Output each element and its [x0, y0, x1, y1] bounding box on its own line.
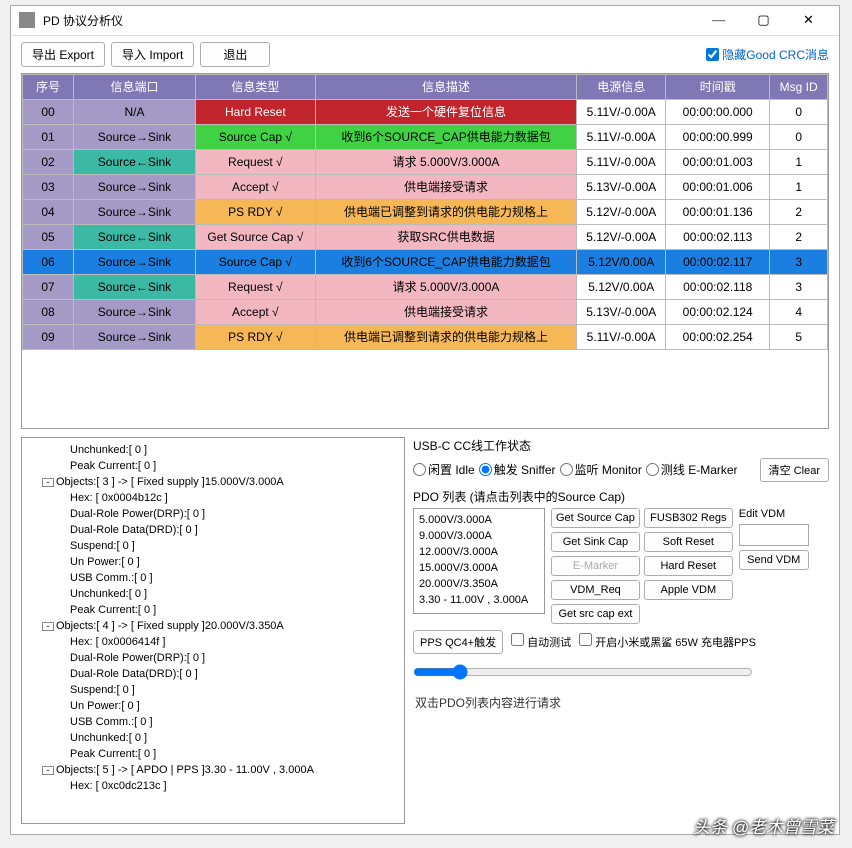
tree-node[interactable]: USB Comm.:[ 0 ]: [28, 714, 398, 730]
detail-tree[interactable]: Unchunked:[ 0 ]Peak Current:[ 0 ]-Object…: [21, 437, 405, 824]
tree-node[interactable]: -Objects:[ 3 ] -> [ Fixed supply ]15.000…: [28, 474, 398, 490]
minimize-button[interactable]: —: [696, 6, 741, 34]
edit-vdm-group: Edit VDM Send VDM: [739, 508, 809, 570]
table-row[interactable]: 08Source→SinkAccept √供电端接受请求5.13V/-0.00A…: [23, 299, 828, 324]
tree-node[interactable]: Unchunked:[ 0 ]: [28, 730, 398, 746]
tree-node[interactable]: Unchunked:[ 0 ]: [28, 586, 398, 602]
table-row[interactable]: 01Source→SinkSource Cap √收到6个SOURCE_CAP供…: [23, 124, 828, 149]
pps-slider-row: [413, 660, 829, 684]
pdo-action-button[interactable]: Apple VDM: [644, 580, 733, 600]
pdo-action-button[interactable]: Get src cap ext: [551, 604, 640, 624]
cc-radio-option[interactable]: 触发 Sniffer: [479, 461, 556, 478]
table-row[interactable]: 02Source←SinkRequest √请求 5.000V/3.000A5.…: [23, 149, 828, 174]
pdo-action-button[interactable]: Get Sink Cap: [551, 532, 640, 552]
tree-node[interactable]: Unchunked:[ 0 ]: [28, 442, 398, 458]
pps-trigger-button[interactable]: PPS QC4+触发: [413, 630, 503, 654]
vdm-input[interactable]: [739, 524, 809, 546]
tree-node[interactable]: Peak Current:[ 0 ]: [28, 746, 398, 762]
pdo-action-button[interactable]: VDM_Req: [551, 580, 640, 600]
tree-node[interactable]: Hex: [ 0x0006414f ]: [28, 634, 398, 650]
auto-test-checkbox[interactable]: 自动测试: [511, 633, 571, 650]
app-icon: [19, 12, 35, 28]
table-header[interactable]: 序号: [23, 74, 74, 99]
table-row[interactable]: 07Source←SinkRequest √请求 5.000V/3.000A5.…: [23, 274, 828, 299]
tree-node[interactable]: Hex: [ 0x0004b12c ]: [28, 490, 398, 506]
pps-slider[interactable]: [413, 664, 753, 680]
close-button[interactable]: ✕: [786, 6, 831, 34]
table-row[interactable]: 06Source→SinkSource Cap √收到6个SOURCE_CAP供…: [23, 249, 828, 274]
table-header[interactable]: 信息描述: [315, 74, 577, 99]
tree-node[interactable]: Peak Current:[ 0 ]: [28, 602, 398, 618]
maximize-button[interactable]: ▢: [741, 6, 786, 34]
table-row[interactable]: 05Source←SinkGet Source Cap √获取SRC供电数据5.…: [23, 224, 828, 249]
table-header[interactable]: Msg ID: [770, 74, 828, 99]
cc-radio-option[interactable]: 测线 E-Marker: [646, 461, 738, 478]
hint-text: 双击PDO列表内容进行请求: [413, 690, 829, 715]
pdo-item[interactable]: 3.30 - 11.00V , 3.000A: [419, 592, 539, 608]
send-vdm-button[interactable]: Send VDM: [739, 550, 809, 570]
watermark: 头条 @老木曾雪菜: [693, 813, 834, 838]
table-header[interactable]: 信息类型: [195, 74, 315, 99]
pdo-item[interactable]: 15.000V/3.000A: [419, 560, 539, 576]
pdo-action-button[interactable]: E-Marker: [551, 556, 640, 576]
exit-button[interactable]: 退出: [200, 42, 270, 67]
tree-node[interactable]: Suspend:[ 0 ]: [28, 682, 398, 698]
app-window: PD 协议分析仪 — ▢ ✕ 导出 Export 导入 Import 退出 隐藏…: [10, 5, 840, 835]
table-row[interactable]: 09Source→SinkPS RDY √供电端已调整到请求的供电能力规格上5.…: [23, 324, 828, 349]
pdo-item[interactable]: 12.000V/3.000A: [419, 544, 539, 560]
table-header[interactable]: 时间戳: [666, 74, 770, 99]
message-table: 序号信息端口信息类型信息描述电源信息时间戳Msg ID00N/AHard Res…: [21, 73, 829, 429]
table-row[interactable]: 04Source→SinkPS RDY √供电端已调整到请求的供电能力规格上5.…: [23, 199, 828, 224]
tree-node[interactable]: Dual-Role Power(DRP):[ 0 ]: [28, 650, 398, 666]
pdo-action-button[interactable]: Hard Reset: [644, 556, 733, 576]
hide-crc-checkbox[interactable]: 隐藏Good CRC消息: [706, 46, 829, 63]
xiaomi-pps-checkbox[interactable]: 开启小米或黑鲨 65W 充电器PPS: [579, 633, 756, 650]
clear-button[interactable]: 清空 Clear: [760, 458, 829, 482]
tree-node[interactable]: Dual-Role Data(DRD):[ 0 ]: [28, 522, 398, 538]
tree-node[interactable]: Un Power:[ 0 ]: [28, 698, 398, 714]
right-panel: USB-C CC线工作状态 闲置 Idle 触发 Sniffer 监听 Moni…: [413, 437, 829, 824]
lower-panel: Unchunked:[ 0 ]Peak Current:[ 0 ]-Object…: [11, 429, 839, 834]
pdo-item[interactable]: 5.000V/3.000A: [419, 512, 539, 528]
pdo-action-button[interactable]: Soft Reset: [644, 532, 733, 552]
tree-node[interactable]: Dual-Role Power(DRP):[ 0 ]: [28, 506, 398, 522]
pdo-item[interactable]: 9.000V/3.000A: [419, 528, 539, 544]
pdo-action-button[interactable]: Get Source Cap: [551, 508, 640, 528]
tree-node[interactable]: Hex: [ 0xc0dc213c ]: [28, 778, 398, 794]
import-button[interactable]: 导入 Import: [111, 42, 194, 67]
tree-node[interactable]: -Objects:[ 4 ] -> [ Fixed supply ]20.000…: [28, 618, 398, 634]
pdo-item[interactable]: 20.000V/3.350A: [419, 576, 539, 592]
tree-node[interactable]: Suspend:[ 0 ]: [28, 538, 398, 554]
pdo-action-button[interactable]: FUSB302 Regs: [644, 508, 733, 528]
export-button[interactable]: 导出 Export: [21, 42, 105, 67]
pps-row: PPS QC4+触发 自动测试 开启小米或黑鲨 65W 充电器PPS: [413, 630, 829, 654]
pdo-button-grid: Get Source CapFUSB302 RegsGet Sink CapSo…: [551, 508, 733, 624]
pdo-group: PDO 列表 (请点击列表中的Source Cap) 5.000V/3.000A…: [413, 488, 829, 624]
window-title: PD 协议分析仪: [43, 12, 696, 29]
hide-crc-input[interactable]: [706, 48, 719, 61]
tree-node[interactable]: Dual-Role Data(DRD):[ 0 ]: [28, 666, 398, 682]
toolbar: 导出 Export 导入 Import 退出 隐藏Good CRC消息: [11, 36, 839, 73]
pdo-listbox[interactable]: 5.000V/3.000A9.000V/3.000A12.000V/3.000A…: [413, 508, 545, 614]
tree-node[interactable]: USB Comm.:[ 0 ]: [28, 570, 398, 586]
tree-node[interactable]: Peak Current:[ 0 ]: [28, 458, 398, 474]
cc-radio-option[interactable]: 监听 Monitor: [560, 461, 642, 478]
table-row[interactable]: 03Source→SinkAccept √供电端接受请求5.13V/-0.00A…: [23, 174, 828, 199]
tree-node[interactable]: Un Power:[ 0 ]: [28, 554, 398, 570]
titlebar: PD 协议分析仪 — ▢ ✕: [11, 6, 839, 36]
tree-node[interactable]: -Objects:[ 5 ] -> [ APDO | PPS ]3.30 - 1…: [28, 762, 398, 778]
table-header[interactable]: 信息端口: [74, 74, 196, 99]
table-row[interactable]: 00N/AHard Reset发送一个硬件复位信息5.11V/-0.00A00:…: [23, 99, 828, 124]
table-header[interactable]: 电源信息: [577, 74, 666, 99]
cc-group: USB-C CC线工作状态 闲置 Idle 触发 Sniffer 监听 Moni…: [413, 437, 829, 482]
cc-radio-option[interactable]: 闲置 Idle: [413, 461, 475, 478]
